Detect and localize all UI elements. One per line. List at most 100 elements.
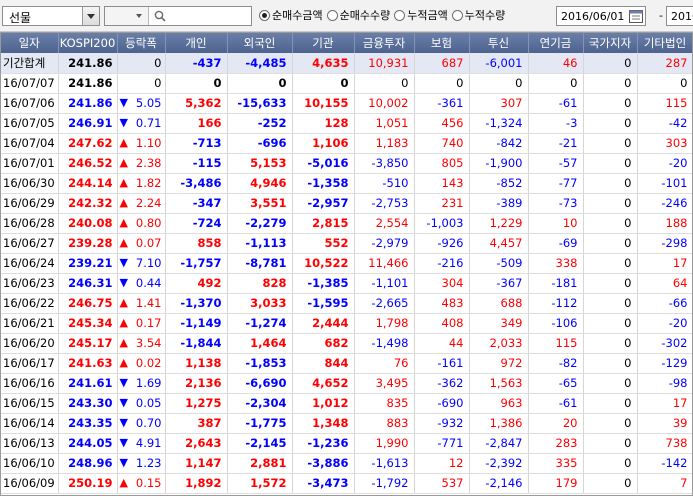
value-cell: -4,485: [227, 53, 293, 74]
column-header[interactable]: 개인: [165, 33, 228, 53]
value-cell: -1,595: [292, 293, 355, 314]
chevron-down-icon[interactable]: [82, 7, 99, 25]
value-cell: 20: [528, 413, 584, 434]
radio-dot[interactable]: [394, 9, 406, 21]
table-row[interactable]: 16/06/13 244.05 ▼ 4.91 2,643 -2,145 -1,236 1,99…: [1, 433, 692, 454]
value-cell: -3,850: [354, 153, 415, 174]
table-row[interactable]: 16/06/22 246.75 ▲ 1.41 -1,370 3,033 -1,595 -2,6…: [1, 293, 692, 314]
radio-net-quantity[interactable]: 순매수수량: [326, 7, 390, 23]
column-header[interactable]: 기관: [292, 33, 355, 53]
value-cell: 349: [469, 313, 529, 334]
column-header[interactable]: 투신: [469, 33, 529, 53]
value-cell: 128: [292, 113, 355, 134]
value-cell: -696: [227, 133, 293, 154]
column-header[interactable]: 등락폭: [117, 33, 166, 53]
radio-dot[interactable]: [259, 9, 270, 21]
table-row[interactable]: 16/06/14 243.35 ▼ 0.70 387 -1,775 1,348 883 -932…: [1, 413, 692, 434]
calendar-icon[interactable]: [628, 8, 644, 24]
table-row[interactable]: 16/07/01 246.52 ▲ 2.38 -115 5,153 -5,016 -3,850…: [1, 153, 692, 174]
table-row[interactable]: 16/06/17 241.63 ▲ 0.02 1,138 -1,853 844 76 -161 9…: [1, 353, 692, 374]
table-row[interactable]: 16/06/23 246.31 ▼ 0.44 492 828 -1,385 -1,101 304…: [1, 273, 692, 294]
radio-net-amount[interactable]: 순매수금액: [259, 7, 323, 23]
kospi-cell: 241.63: [58, 353, 118, 374]
value-cell: 1,572: [227, 473, 293, 494]
value-cell: 39: [637, 413, 692, 434]
value-cell: 0: [165, 73, 228, 94]
triangle-up-icon: ▲: [119, 336, 128, 349]
change-cell: ▲ 0.80: [117, 213, 166, 234]
code-dropdown[interactable]: [105, 7, 149, 25]
column-header[interactable]: 외국인: [227, 33, 293, 53]
value-cell: 179: [528, 473, 584, 494]
change-cell: ▲ 1.10: [117, 133, 166, 154]
value-cell: -852: [469, 173, 529, 194]
table-row[interactable]: 16/06/28 240.08 ▲ 0.80 -724 -2,279 2,815 2,554-…: [1, 213, 692, 234]
table-row[interactable]: 16/07/06 241.86 ▼ 5.05 5,362 -15,633 10,155 10,…: [1, 93, 692, 114]
code-search[interactable]: [104, 6, 252, 26]
search-icon[interactable]: [154, 10, 166, 22]
kospi-cell: 240.08: [58, 213, 118, 234]
summary-row[interactable]: 기간합계 241.86 0 -437 -4,485 4,635 10,931 687 -6,00…: [1, 53, 692, 74]
value-cell: 10,522: [292, 253, 355, 274]
value-cell: -3,473: [292, 473, 355, 494]
radio-dot[interactable]: [326, 9, 338, 21]
value-cell: 1,147: [165, 453, 228, 474]
table-row[interactable]: 16/06/16 241.61 ▼ 1.69 2,136 -6,690 4,652 3,495…: [1, 373, 692, 394]
market-select[interactable]: 선물: [2, 6, 100, 26]
value-cell: 805: [414, 153, 470, 174]
value-cell: 0: [583, 213, 638, 234]
value-cell: 76: [354, 353, 415, 374]
value-cell: 0: [583, 93, 638, 114]
triangle-up-icon: ▲: [119, 216, 128, 229]
table-row[interactable]: 16/07/05 246.91 ▼ 0.71 166 -252 128 1,051 456 -1,…: [1, 113, 692, 134]
value-cell: 537: [414, 473, 470, 494]
triangle-up-icon: ▲: [119, 196, 128, 209]
value-cell: -2,665: [354, 293, 415, 314]
column-header[interactable]: 보험: [414, 33, 470, 53]
column-header[interactable]: 금융투자: [354, 33, 415, 53]
change-cell: ▲ 0.17: [117, 313, 166, 334]
column-header[interactable]: 연기금: [528, 33, 584, 53]
value-cell: -347: [165, 193, 228, 214]
radio-cum-quantity[interactable]: 누적수량: [451, 7, 505, 23]
column-header[interactable]: 기타법인: [637, 33, 692, 53]
value-cell: 688: [469, 293, 529, 314]
table-row[interactable]: 16/06/20 245.17 ▲ 3.54 -1,844 1,464 682 -1,498 4…: [1, 333, 692, 354]
table-row[interactable]: 16/07/04 247.62 ▲ 1.10 -713 -696 1,106 1,183 740…: [1, 133, 692, 154]
change-cell: ▲ 0.07: [117, 233, 166, 254]
value-cell: -713: [165, 133, 228, 154]
triangle-down-icon: ▼: [119, 256, 128, 269]
value-cell: -98: [637, 373, 692, 394]
kospi-cell: 243.35: [58, 413, 118, 434]
value-cell: -1,900: [469, 153, 529, 174]
table-row[interactable]: 16/06/27 239.28 ▲ 0.07 858 -1,113 552 -2,979 -92…: [1, 233, 692, 254]
table-row[interactable]: 16/06/21 245.34 ▲ 0.17 -1,149 -1,274 2,444 1,79…: [1, 313, 692, 334]
table-row[interactable]: 16/06/30 244.14 ▲ 1.82 -3,486 4,946 -1,358 -510…: [1, 173, 692, 194]
column-header[interactable]: 국가지자: [583, 33, 638, 53]
date-to-field[interactable]: 2016/06: [666, 6, 693, 26]
date-from-field[interactable]: 2016/06/01: [556, 6, 646, 26]
table-row[interactable]: 16/07/07 241.86 0 0 0 0 0 0 0 0 0 0: [1, 73, 692, 94]
change-cell: ▼ 1.23: [117, 453, 166, 474]
value-cell: 4,457: [469, 233, 529, 254]
value-cell: -2,753: [354, 193, 415, 214]
table-row[interactable]: 16/06/29 242.32 ▲ 2.24 -347 3,551 -2,957 -2,753…: [1, 193, 692, 214]
column-header[interactable]: KOSPI200: [58, 33, 118, 53]
value-cell: 1,183: [354, 133, 415, 154]
value-cell: 11,466: [354, 253, 415, 274]
value-cell: -2,146: [469, 473, 529, 494]
value-cell: 408: [414, 313, 470, 334]
table-row[interactable]: 16/06/10 248.96 ▼ 1.23 1,147 2,881 -3,886 -1,61…: [1, 453, 692, 474]
table-row[interactable]: 16/06/24 239.21 ▼ 7.10 -1,757 -8,781 10,522 11,…: [1, 253, 692, 274]
radio-dot[interactable]: [451, 9, 463, 21]
radio-cum-amount[interactable]: 누적금액: [394, 7, 448, 23]
kospi-cell: 239.28: [58, 233, 118, 254]
triangle-down-icon: ▼: [119, 416, 128, 429]
table-row[interactable]: 16/06/09 250.19 ▲ 0.15 1,892 1,572 -3,473 -1,79…: [1, 473, 692, 494]
value-cell: 0: [292, 73, 355, 94]
column-header[interactable]: 일자: [1, 33, 59, 53]
kospi-cell: 242.32: [58, 193, 118, 214]
table-row[interactable]: 16/06/15 243.30 ▼ 0.05 1,275 -2,304 1,012 835 -6…: [1, 393, 692, 414]
change-cell: ▲ 1.82: [117, 173, 166, 194]
value-cell: 1,012: [292, 393, 355, 414]
